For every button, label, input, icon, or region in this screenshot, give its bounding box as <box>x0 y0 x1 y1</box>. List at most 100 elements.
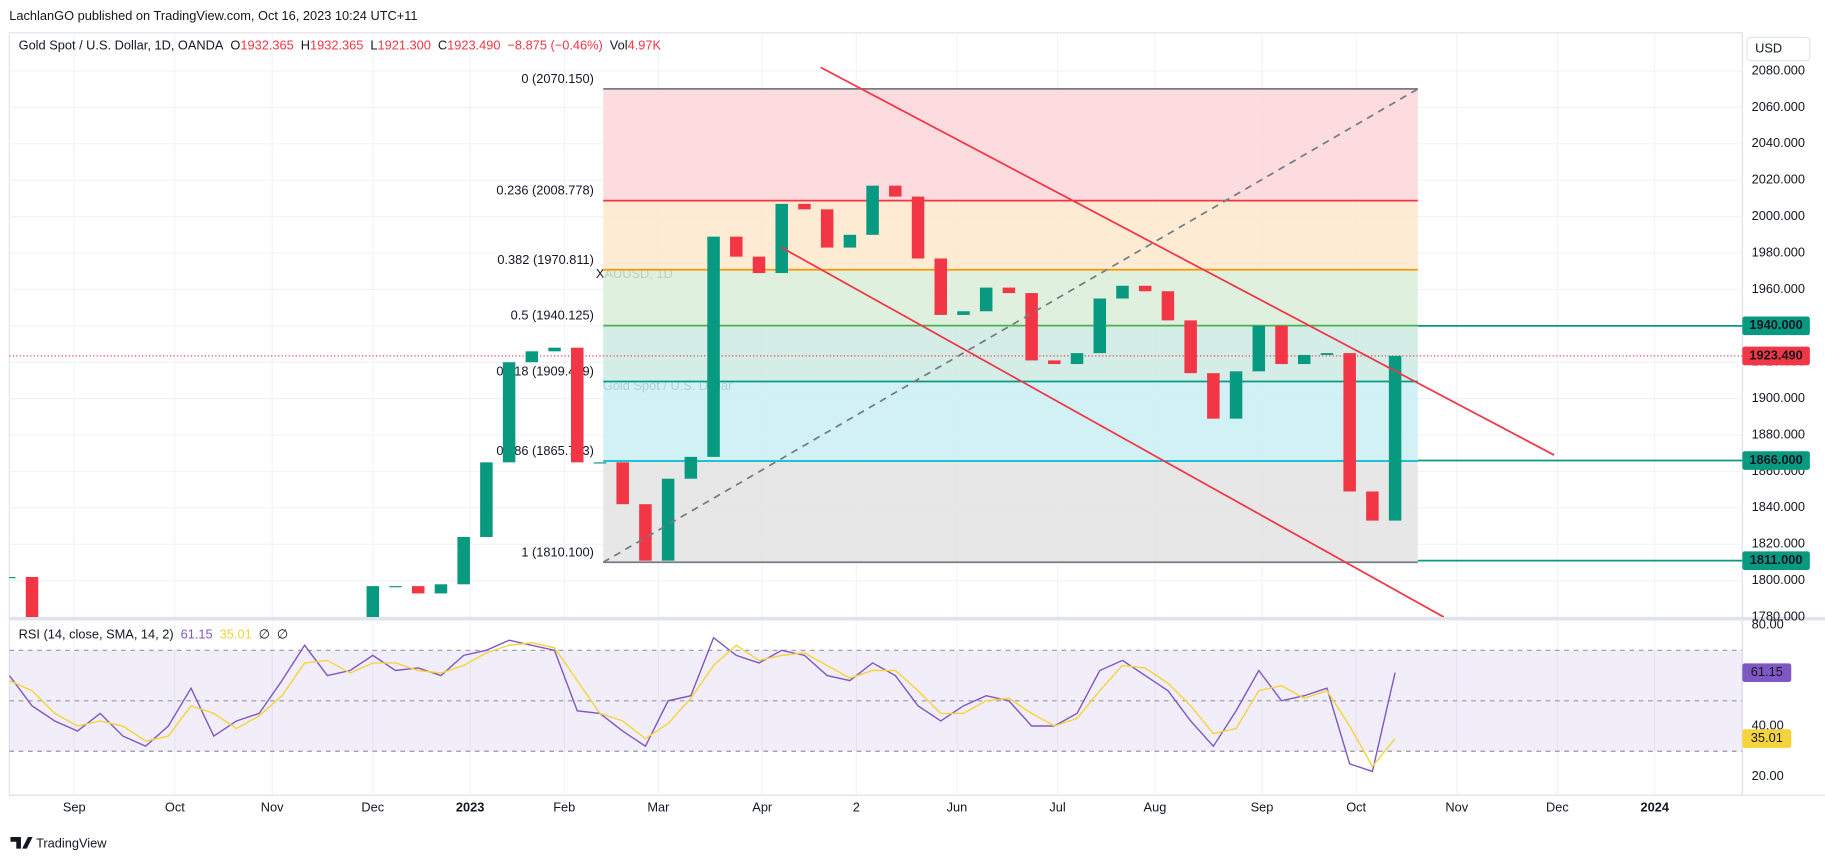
legend-item: ∅ <box>259 627 270 642</box>
price-label: 1866.000 <box>1749 452 1802 467</box>
rsi-legend: RSI (14, close, SMA, 14, 2) 61.15 35.01 ∅ ∅ <box>19 627 288 642</box>
candle <box>480 462 493 537</box>
candle <box>502 362 516 463</box>
x-tick-label: Aug <box>1144 799 1167 814</box>
legend-item: 1932.365 <box>240 38 293 53</box>
candle <box>752 256 766 274</box>
y-tick-label: 2000.000 <box>1752 208 1805 223</box>
candle <box>1093 298 1107 354</box>
tradingview-logo: TradingView <box>10 835 107 850</box>
price-label-box <box>1742 316 1810 336</box>
footer-brand: TradingView <box>36 835 107 850</box>
candle <box>1002 287 1016 294</box>
legend-item: Vol <box>610 38 628 53</box>
candle <box>889 185 902 197</box>
x-tick-label: Nov <box>1445 799 1468 814</box>
candle <box>684 456 698 479</box>
price-label-box <box>1742 451 1810 470</box>
candle <box>1025 293 1038 361</box>
candle <box>1343 353 1356 492</box>
candle <box>1229 371 1243 419</box>
candle <box>1048 360 1061 365</box>
legend-item: RSI (14, close, SMA, 14, 2) <box>19 627 174 642</box>
y-tick-label: 1820.000 <box>1752 536 1805 551</box>
candle <box>1252 325 1266 372</box>
price-label: 1940.000 <box>1749 317 1802 332</box>
candle <box>1207 373 1220 419</box>
rsi-value-box <box>1742 729 1792 748</box>
y-tick-label: 2060.000 <box>1752 99 1805 114</box>
x-tick-label: Mar <box>647 799 670 814</box>
rsi-value-label: 61.15 <box>1751 664 1783 679</box>
candle <box>1366 491 1379 521</box>
fib-zone <box>603 460 1418 563</box>
candle <box>571 347 584 463</box>
candle <box>434 584 448 594</box>
candle <box>1320 353 1334 355</box>
legend-item: 1923.490 <box>447 38 500 53</box>
logo-mark <box>10 837 33 849</box>
fib-zone <box>603 88 1418 201</box>
rsi-pane <box>9 620 1743 796</box>
x-tick-label: Oct <box>165 799 185 814</box>
candle <box>820 209 834 248</box>
rsi-tick-label: 40.00 <box>1752 717 1784 732</box>
y-tick-label: 1960.000 <box>1752 281 1805 296</box>
fib-label: 0 (2070.150) <box>521 71 594 86</box>
candle <box>1138 285 1152 292</box>
candle <box>457 536 470 585</box>
candle <box>979 287 993 312</box>
candle <box>1161 291 1175 321</box>
candle <box>1388 355 1402 521</box>
fib-zone <box>603 325 1418 382</box>
y-tick-label: 1840.000 <box>1752 499 1805 514</box>
x-tick-label: Sep <box>1251 799 1274 814</box>
y-tick-label: 2020.000 <box>1752 172 1805 187</box>
candle <box>775 203 788 274</box>
fib-label: 0.786 (1865.753) <box>496 443 593 458</box>
legend-item: 1932.365 <box>310 38 363 53</box>
y-tick-label: 1980.000 <box>1752 244 1805 259</box>
fib-label: 1 (1810.100) <box>521 544 594 559</box>
candle <box>934 258 947 315</box>
candle <box>957 311 970 315</box>
legend-item: 1921.300 <box>377 38 430 53</box>
y-tick-label: 1800.000 <box>1752 572 1805 587</box>
candle <box>1070 353 1084 365</box>
x-tick-label: Jun <box>947 799 968 814</box>
currency-button[interactable] <box>1746 36 1811 62</box>
y-tick-label: 2080.000 <box>1752 62 1805 77</box>
x-tick-label: Feb <box>553 799 575 814</box>
candle <box>866 185 879 235</box>
legend-item: ∅ <box>277 627 288 642</box>
candle <box>411 586 425 594</box>
y-tick-label: 1880.000 <box>1752 426 1805 441</box>
fib-label: 0.382 (1970.811) <box>497 252 594 267</box>
price-label-box <box>1742 551 1810 570</box>
publish-info: LachlanGO published on TradingView.com, … <box>9 8 417 23</box>
candle <box>25 577 39 618</box>
x-tick-label: Sep <box>63 799 86 814</box>
legend-item: O <box>230 38 240 53</box>
rsi-value-label: 35.01 <box>1751 730 1783 745</box>
candle <box>707 236 720 457</box>
x-tick-label: Oct <box>1346 799 1366 814</box>
fib-zone <box>603 381 1418 461</box>
overlay: 1780.0001800.0001820.0001840.0001860.000… <box>63 62 1810 814</box>
rsi-line <box>9 636 1396 773</box>
x-tick-label: Apr <box>752 799 773 814</box>
trendline <box>602 88 1419 564</box>
legend-item: 61.15 <box>181 627 213 642</box>
y-tick-label: 1780.000 <box>1752 608 1805 623</box>
x-tick-label: 2 <box>853 799 860 814</box>
candle <box>661 478 675 561</box>
rsi-tick-label: 20.00 <box>1752 768 1784 783</box>
x-tick-label: 2023 <box>456 799 484 814</box>
x-tick-label: Dec <box>1546 799 1569 814</box>
legend-item: L <box>370 38 377 53</box>
candle <box>1275 325 1288 365</box>
currency[interactable]: USD <box>1755 40 1782 55</box>
trendline <box>820 66 1555 456</box>
legend-item: 35.01 <box>220 627 252 642</box>
candle <box>593 462 607 464</box>
